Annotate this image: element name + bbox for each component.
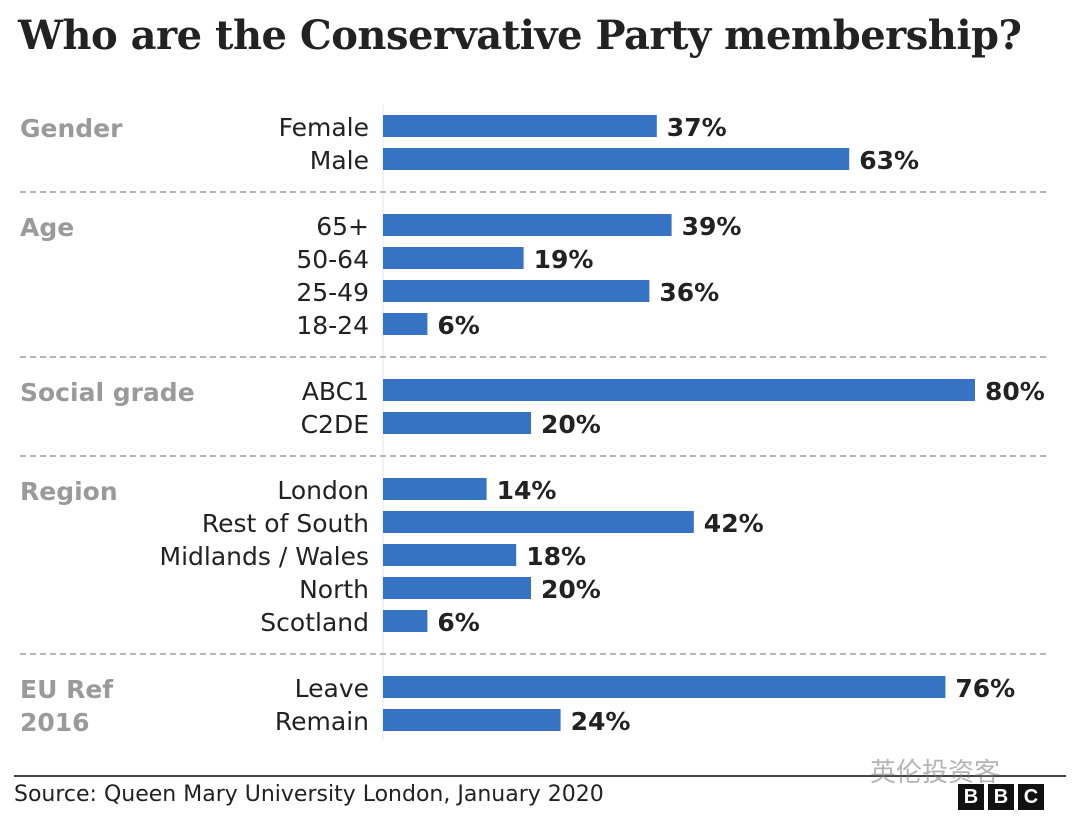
bar — [383, 148, 850, 170]
category-label: 65+ — [316, 212, 369, 241]
data-label: 18% — [526, 542, 586, 571]
category-label: Leave — [295, 674, 369, 703]
data-label: 36% — [659, 278, 719, 307]
source-divider — [14, 775, 1066, 777]
logo-letter: B — [988, 784, 1014, 810]
bar — [383, 577, 531, 599]
bar — [383, 709, 561, 731]
data-label: 63% — [859, 146, 919, 175]
data-label: 24% — [571, 707, 631, 736]
chart-title: Who are the Conservative Party membershi… — [18, 12, 1022, 59]
group-label: 2016 — [20, 708, 90, 737]
data-label: 42% — [704, 509, 764, 538]
source-note: Source: Queen Mary University London, Ja… — [14, 782, 604, 807]
data-label: 80% — [985, 377, 1045, 406]
bar — [383, 214, 672, 236]
data-label: 19% — [534, 245, 594, 274]
bar-chart: Gender Female 37% Male 63% Age 65+ 39% 50-64 19% 2… — [20, 105, 1050, 740]
bar — [383, 247, 524, 269]
bar — [383, 313, 428, 335]
category-label: 25-49 — [296, 278, 369, 307]
category-label: Rest of South — [202, 509, 369, 538]
logo-letter: C — [1018, 784, 1044, 810]
group-label: Age — [20, 213, 74, 242]
group-label: Social grade — [20, 378, 195, 407]
bar — [383, 379, 975, 401]
group-label: EU Ref — [20, 675, 114, 704]
data-label: 6% — [437, 311, 479, 340]
category-label: Scotland — [260, 608, 369, 637]
bar — [383, 544, 517, 566]
data-label: 6% — [437, 608, 479, 637]
data-label: 76% — [955, 674, 1015, 703]
bar — [383, 115, 657, 137]
bar — [383, 676, 946, 698]
category-label: ABC1 — [302, 377, 369, 406]
category-label: C2DE — [301, 410, 369, 439]
bar — [383, 610, 428, 632]
group-label: Gender — [20, 114, 123, 143]
category-label: Female — [279, 113, 369, 142]
group-label: Region — [20, 477, 118, 506]
bbc-logo: B B C — [958, 784, 1044, 810]
watermark: 英伦投资客 — [870, 758, 1001, 788]
category-label: 50-64 — [296, 245, 369, 274]
category-label: Male — [310, 146, 369, 175]
bar — [383, 412, 531, 434]
category-label: Remain — [275, 707, 369, 736]
bar — [383, 511, 694, 533]
logo-letter: B — [958, 784, 984, 810]
bar — [383, 280, 650, 302]
category-label: 18-24 — [296, 311, 369, 340]
data-label: 37% — [667, 113, 727, 142]
data-label: 14% — [497, 476, 557, 505]
data-label: 20% — [541, 410, 601, 439]
category-label: London — [277, 476, 369, 505]
data-label: 39% — [682, 212, 742, 241]
bar — [383, 478, 487, 500]
category-label: North — [299, 575, 369, 604]
category-label: Midlands / Wales — [160, 542, 370, 571]
data-label: 20% — [541, 575, 601, 604]
